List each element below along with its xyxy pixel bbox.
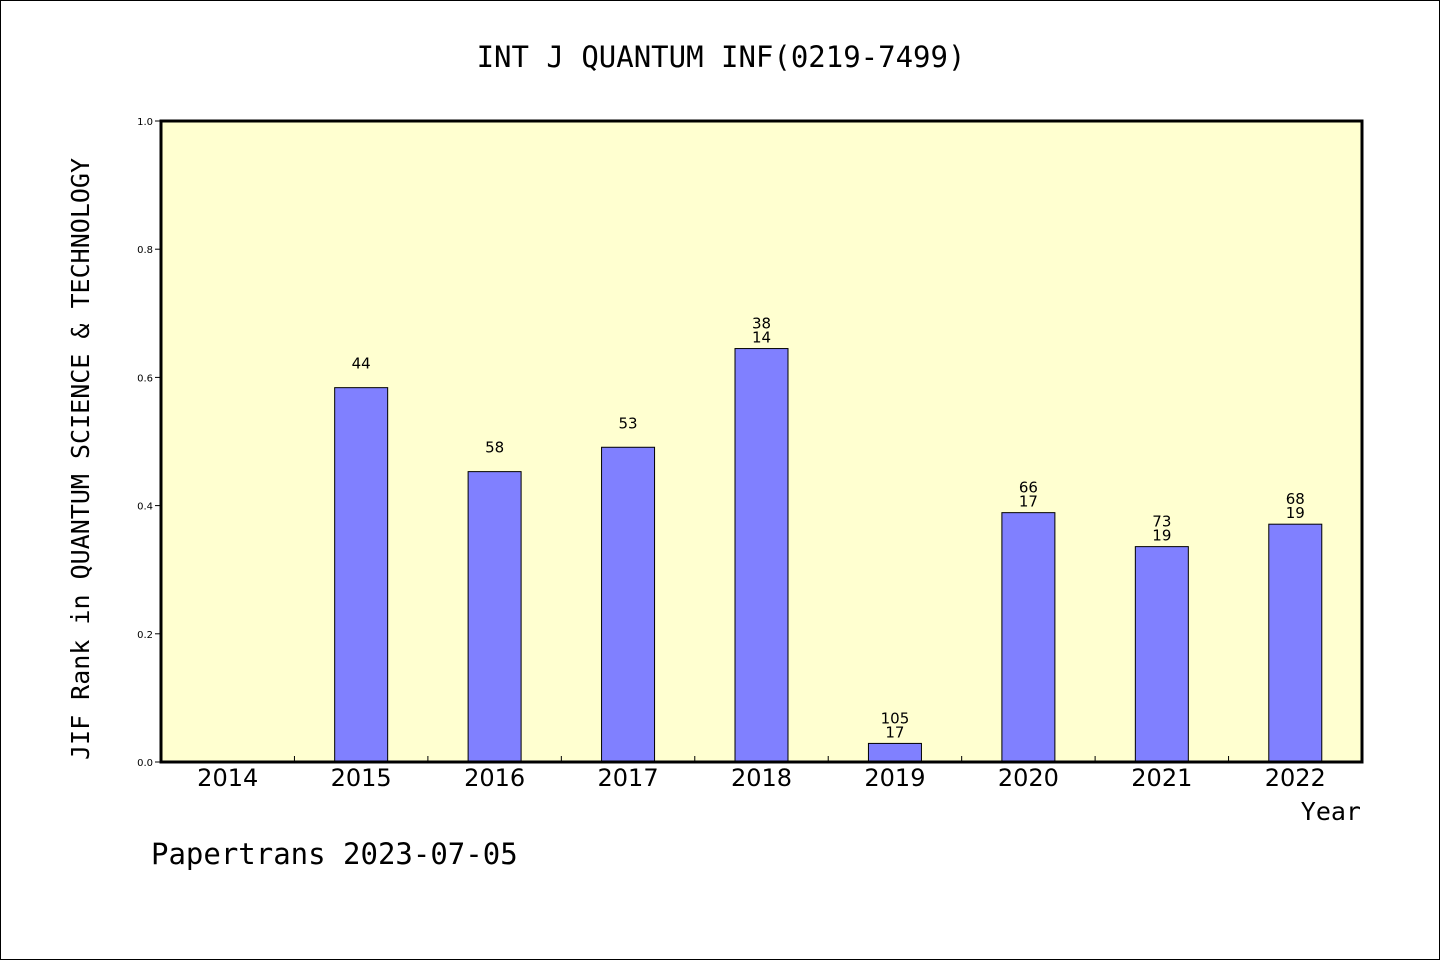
data-label-2021: 73 xyxy=(1152,513,1171,531)
bar-2017 xyxy=(601,446,656,763)
y-tick-label: 0.2 xyxy=(137,630,153,641)
data-label-2019: 17 xyxy=(885,723,904,741)
bar-2015 xyxy=(334,387,389,763)
bar-2021 xyxy=(1134,546,1189,763)
bar-2022 xyxy=(1268,523,1323,763)
x-tick-label: 2019 xyxy=(864,764,925,792)
data-label-2015: 44 xyxy=(352,355,371,373)
y-tick-label: 0.8 xyxy=(137,245,153,256)
bar-2019 xyxy=(867,742,922,763)
footer-credit: Papertrans 2023-07-05 xyxy=(151,837,518,871)
y-axis-label: JIF Rank in QUANTUM SCIENCE & TECHNOLOGY xyxy=(66,158,95,760)
data-label-2019: 105 xyxy=(881,709,910,727)
data-label-2020: 66 xyxy=(1019,479,1038,497)
data-label-2017: 53 xyxy=(619,414,638,432)
y-tick-label: 1.0 xyxy=(137,117,153,128)
bar-2020 xyxy=(1001,512,1056,763)
x-tick-label: 2018 xyxy=(731,764,792,792)
y-tick-label: 0.0 xyxy=(137,758,153,769)
x-tick-label: 2016 xyxy=(464,764,525,792)
bar-2018 xyxy=(734,348,789,763)
y-tick-label: 0.6 xyxy=(137,373,153,384)
x-tick-label: 2020 xyxy=(998,764,1059,792)
x-tick-label: 2017 xyxy=(598,764,659,792)
data-label-2016: 58 xyxy=(485,439,504,457)
y-tick-label: 0.4 xyxy=(137,502,153,513)
chart-title: INT J QUANTUM INF(0219-7499) xyxy=(477,40,966,74)
data-label-2020: 17 xyxy=(1019,493,1038,511)
plot-area: 0.0 0.2 0.4 0.6 0.8 1.0 2014 44 2015 58 2016 53 2017… xyxy=(137,117,1364,792)
x-tick-label: 2014 xyxy=(197,764,258,792)
data-label-2022: 68 xyxy=(1286,490,1305,508)
plot-frame xyxy=(159,119,1364,764)
x-tick-label: 2015 xyxy=(331,764,392,792)
x-axis-label: Year xyxy=(1301,797,1361,826)
data-label-2018: 38 xyxy=(752,315,771,333)
x-tick-label: 2021 xyxy=(1131,764,1192,792)
data-label-2021: 19 xyxy=(1152,527,1171,545)
data-label-2022: 19 xyxy=(1286,504,1305,522)
x-tick-label: 2022 xyxy=(1265,764,1326,792)
data-label-2018: 14 xyxy=(752,329,771,347)
bar-2016 xyxy=(467,471,522,763)
